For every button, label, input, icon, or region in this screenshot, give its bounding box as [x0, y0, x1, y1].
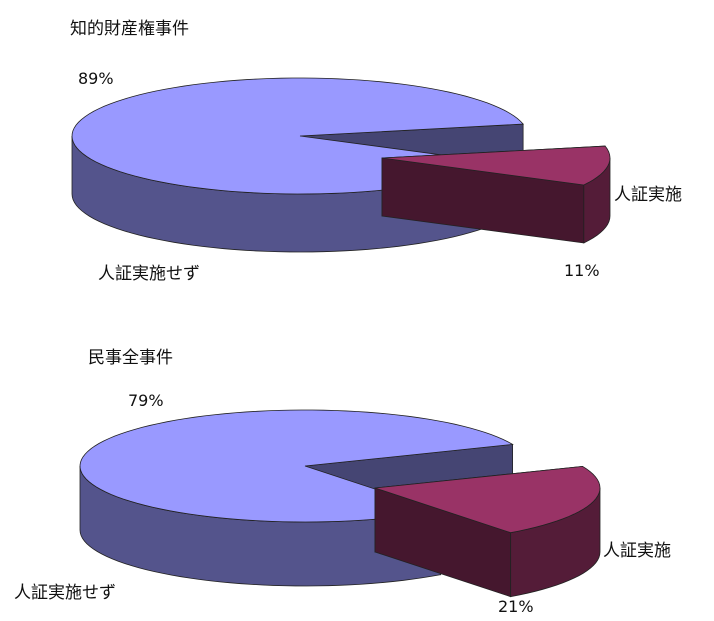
slice-pct-label: 79%: [128, 391, 164, 410]
slice-category-label: 人証実施せず: [98, 264, 200, 284]
pie-slice-0-1-top: [381, 145, 611, 186]
chart-title: 民事全事件: [88, 348, 173, 368]
pie-chart-civil-cases: 民事全事件 79% 人証実施せず 人証実施 21%: [14, 348, 671, 616]
slice-category-label: 人証実施: [614, 185, 682, 205]
pie-chart-ip-cases: 知的財産権事件 89% 人証実施せず 人証実施 11%: [70, 19, 682, 284]
slice-pct-label: 89%: [78, 69, 114, 88]
pie-slice-1-1-top: [374, 465, 601, 534]
slice-category-label: 人証実施せず: [14, 583, 116, 603]
pie-slices: [79, 409, 601, 598]
pie-slices: [71, 77, 611, 253]
slice-pct-label: 21%: [498, 597, 534, 616]
slice-pct-label: 11%: [564, 261, 600, 280]
chart-title: 知的財産権事件: [70, 19, 189, 39]
slice-category-label: 人証実施: [603, 541, 671, 561]
pie-slice-1-0-top: [79, 409, 514, 523]
